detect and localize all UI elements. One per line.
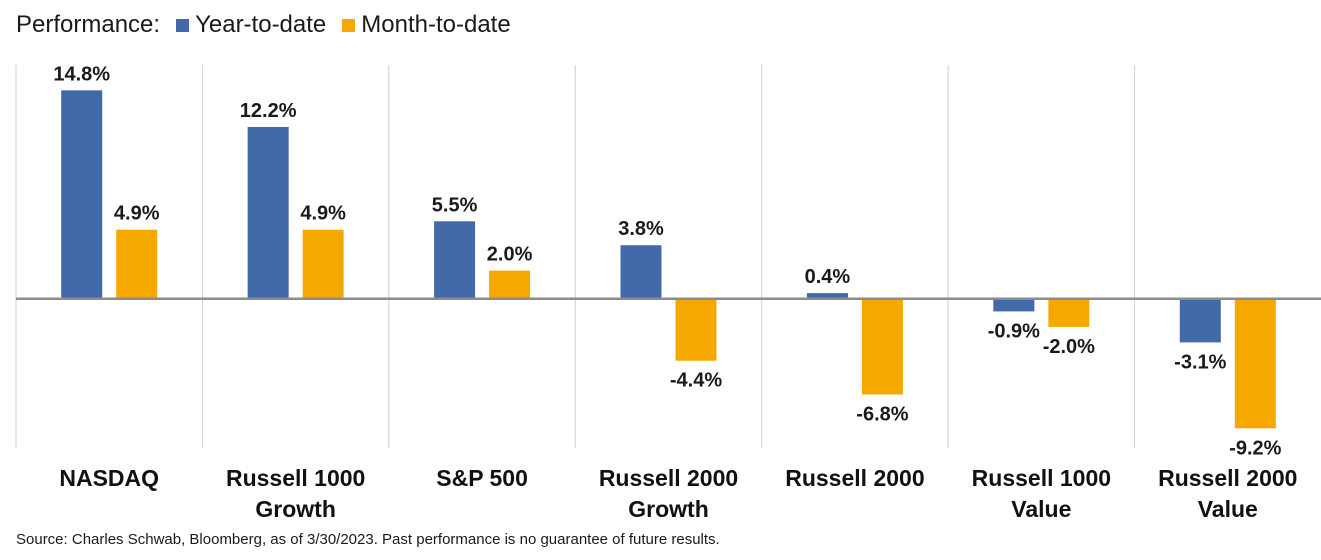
category-label: Growth	[628, 496, 709, 522]
source-note: Source: Charles Schwab, Bloomberg, as of…	[16, 531, 720, 548]
data-label: -4.4%	[670, 370, 722, 392]
bar-mtd	[1234, 298, 1276, 429]
category-label: Russell 2000	[599, 465, 738, 491]
bar-ytd	[61, 90, 103, 299]
legend-label-mtd: Month-to-date	[361, 11, 511, 38]
data-label: -3.1%	[1174, 351, 1226, 373]
legend-prefix: Performance:	[16, 11, 161, 38]
data-label: 4.9%	[300, 203, 346, 225]
bar-ytd	[620, 245, 662, 299]
category-label: Russell 2000	[785, 465, 924, 491]
data-label: 14.8%	[53, 63, 110, 85]
bar-ytd	[1179, 298, 1221, 343]
chart-legend: Performance: Year-to-date Month-to-date	[16, 8, 511, 42]
data-label: -0.9%	[988, 320, 1040, 342]
data-label: 0.4%	[805, 266, 851, 288]
bar-ytd	[993, 298, 1035, 312]
category-label: Russell 2000	[1158, 465, 1297, 491]
category-label: S&P 500	[436, 465, 528, 491]
data-label: 2.0%	[487, 244, 533, 266]
bar-mtd	[861, 298, 903, 395]
category-label: Russell 1000	[972, 465, 1111, 491]
bar-ytd	[434, 221, 476, 299]
bar-mtd	[489, 270, 531, 299]
data-label: -6.8%	[856, 403, 908, 425]
legend-swatch-mtd	[342, 18, 356, 32]
bar-ytd	[247, 126, 289, 299]
bar-mtd	[302, 229, 344, 299]
data-label: 3.8%	[618, 218, 664, 240]
data-label: -9.2%	[1229, 437, 1281, 459]
category-label: NASDAQ	[59, 465, 159, 491]
bar-mtd	[675, 298, 717, 361]
legend-label-ytd: Year-to-date	[195, 11, 327, 38]
category-label: Growth	[255, 496, 336, 522]
category-label: Value	[1011, 496, 1071, 522]
data-label: 12.2%	[240, 100, 297, 122]
data-label: 4.9%	[114, 203, 160, 225]
data-label: 5.5%	[432, 194, 478, 216]
data-label: -2.0%	[1043, 336, 1095, 358]
bar-ytd	[806, 293, 848, 299]
bar-mtd	[1048, 298, 1090, 327]
bar-mtd	[116, 229, 158, 299]
legend-swatch-ytd	[176, 18, 190, 32]
category-label: Value	[1198, 496, 1258, 522]
category-label: Russell 1000	[226, 465, 365, 491]
